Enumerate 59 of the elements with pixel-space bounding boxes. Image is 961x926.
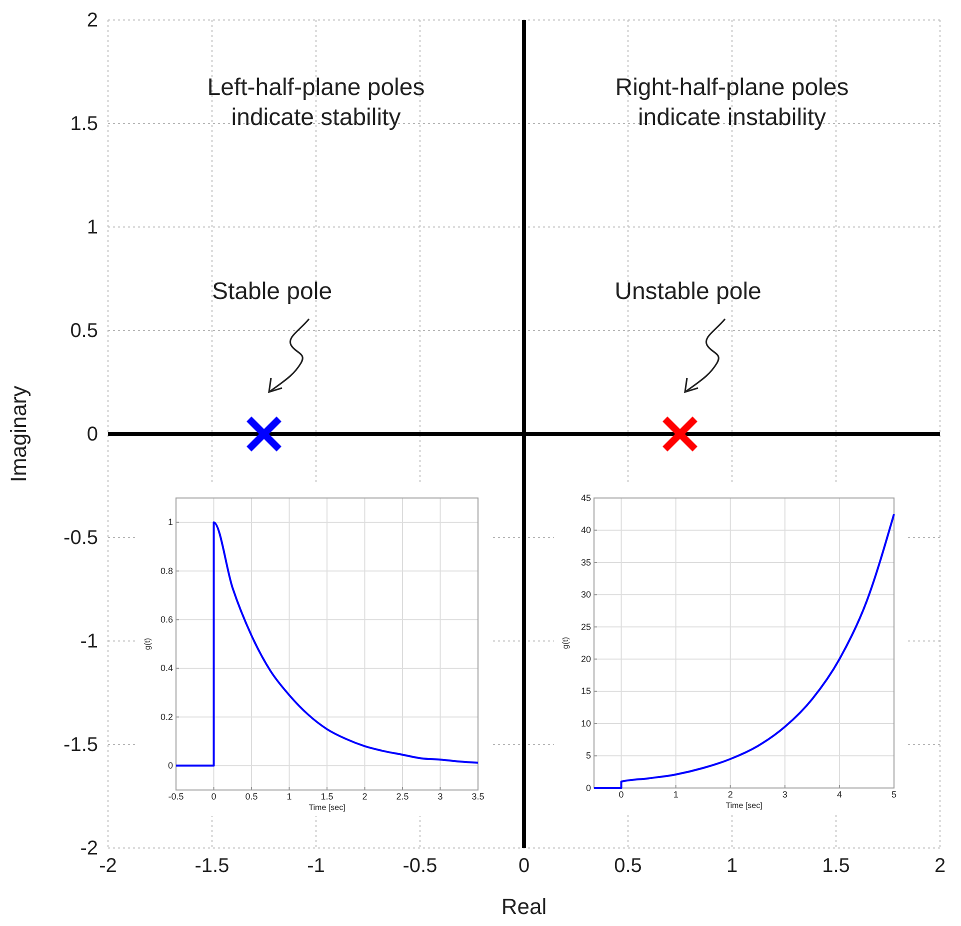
x-tick-label: -1 (307, 855, 325, 878)
y-tick-label: 30 (580, 590, 591, 600)
y-axis-title: g(t) (561, 636, 570, 649)
y-axis-title: g(t) (143, 638, 152, 650)
y-tick-label: 1 (168, 517, 173, 528)
annotation: Stable pole (212, 278, 332, 305)
annotation: Right-half-plane poles indicate instability (615, 74, 849, 131)
x-tick-label: 3.5 (472, 791, 484, 802)
x-tick-label: 5 (891, 789, 897, 800)
x-tick-label: 0.5 (614, 855, 642, 878)
x-axis-title: Real (501, 894, 547, 919)
y-tick-label: 1 (86, 216, 98, 238)
y-tick-label: 15 (580, 686, 591, 696)
x-axis-title: Time [sec] (308, 803, 346, 812)
x-tick-label: 3 (438, 791, 443, 802)
y-tick-label: 0.2 (160, 712, 173, 722)
x-tick-label: 2 (362, 791, 368, 802)
x-tick-label: 1 (286, 791, 292, 802)
x-tick-label: 4 (836, 789, 842, 800)
y-tick-label: 0.4 (160, 663, 173, 674)
x-tick-label: 3 (782, 789, 788, 800)
y-tick-label: 25 (580, 622, 591, 632)
y-tick-label: -2 (80, 837, 98, 860)
x-axis-title: Time [sec] (726, 801, 762, 810)
x-tick-label: 1.5 (320, 791, 334, 802)
x-tick-label: -1.5 (194, 855, 230, 878)
x-tick-label: 0 (618, 789, 624, 800)
y-tick-label: 20 (580, 654, 591, 664)
y-tick-label: 0 (86, 423, 98, 446)
y-tick-label: 10 (580, 718, 591, 728)
line-series (593, 513, 895, 789)
line-series (175, 521, 479, 767)
x-tick-label: 2 (934, 855, 946, 878)
x-tick-label: 1 (726, 855, 738, 878)
y-tick-label: 1.5 (70, 112, 98, 135)
x-tick-label: 0 (211, 791, 216, 802)
y-tick-label: 5 (586, 750, 591, 761)
x-tick-label: 0 (518, 855, 530, 878)
x-tick-label: 0.5 (245, 791, 258, 802)
y-tick-label: 2 (86, 9, 98, 32)
y-tick-label: -1 (80, 630, 98, 652)
y-tick-label: 0.6 (160, 614, 173, 625)
y-tick-label: 40 (580, 525, 591, 536)
annotation: Left-half-plane poles indicate stability (207, 74, 425, 131)
x-tick-label: -0.5 (402, 855, 438, 878)
y-axis-title: Imaginary (6, 386, 31, 482)
x-tick-label: 2 (728, 789, 733, 800)
x-tick-label: 2.5 (396, 791, 409, 802)
y-tick-label: 35 (580, 557, 591, 568)
y-tick-label: 0 (168, 760, 173, 771)
y-tick-label: 0.5 (70, 320, 98, 342)
y-tick-label: -0.5 (64, 526, 98, 549)
y-tick-label: 0.8 (160, 566, 173, 576)
y-tick-label: 45 (580, 492, 591, 503)
x-tick-label: 1.5 (822, 855, 850, 878)
y-tick-label: 0 (586, 782, 591, 793)
x-tick-label: 1 (673, 789, 678, 800)
y-tick-label: -1.5 (64, 734, 98, 756)
annotation: Unstable pole (614, 278, 762, 305)
